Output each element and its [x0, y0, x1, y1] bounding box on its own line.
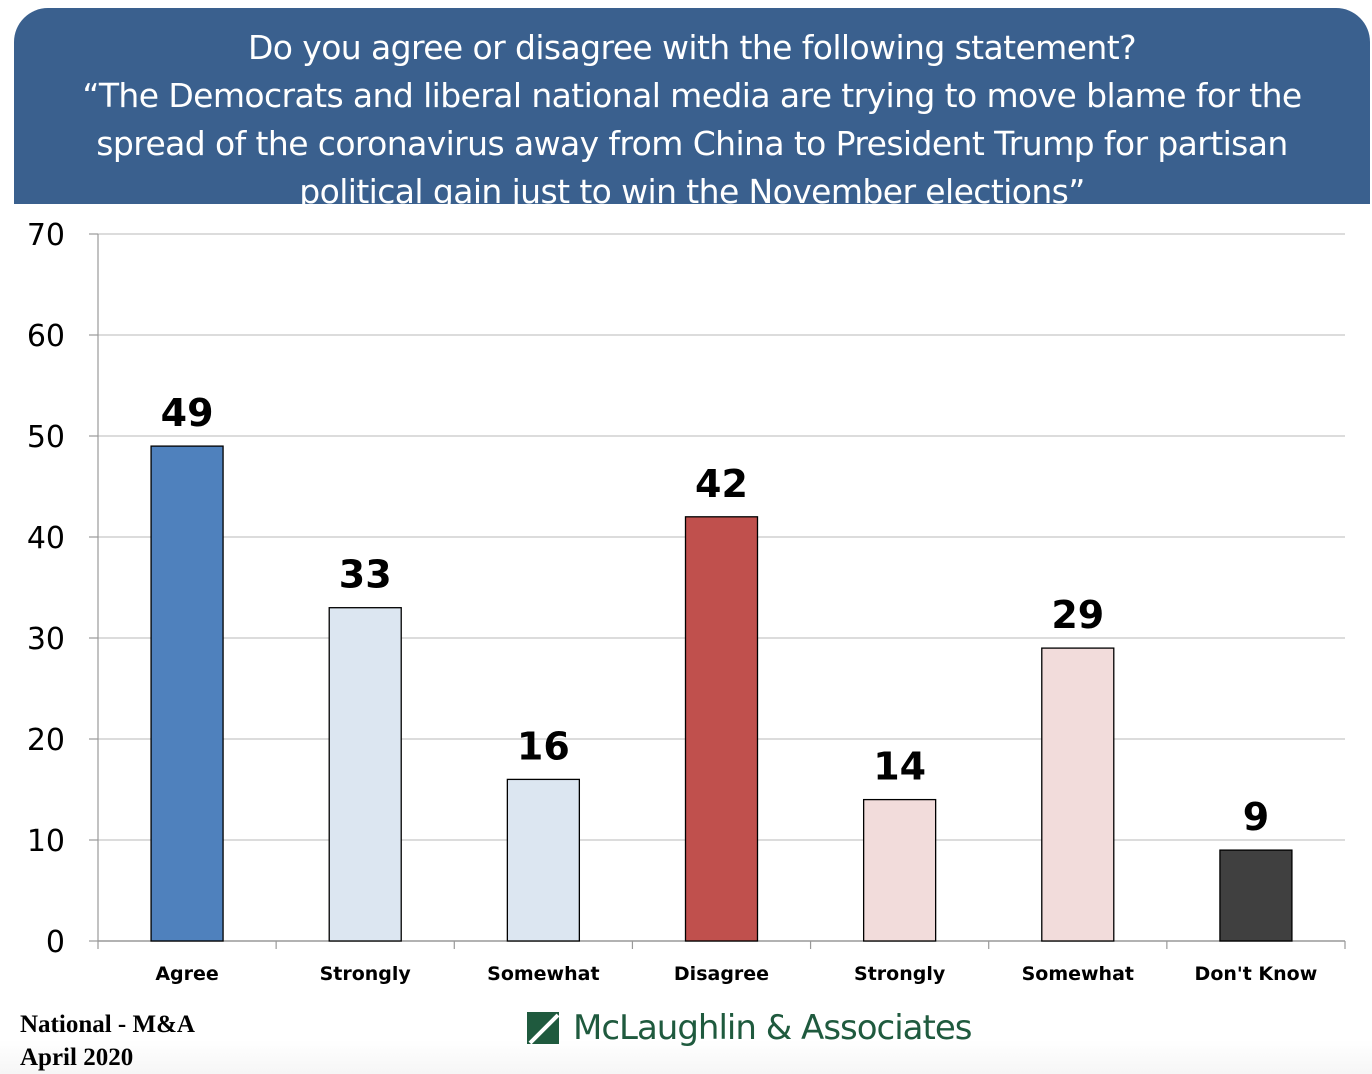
bar-1 — [150, 445, 224, 942]
x-category-label: Don't Know — [1195, 963, 1318, 985]
x-category-label: Disagree — [674, 963, 769, 985]
y-tick-label: 0 — [46, 925, 65, 960]
y-tick-label: 70 — [27, 218, 65, 253]
x-category-label: Somewhat — [487, 963, 599, 985]
title-line-3: spread of the coronavirus away from Chin… — [96, 124, 1288, 163]
bar-2 — [328, 607, 402, 942]
logo-mark-icon — [527, 1012, 559, 1044]
logo-text: McLaughlin & Associates — [573, 1008, 972, 1048]
source-note: National - M&A April 2020 — [20, 1008, 195, 1074]
bar-4 — [684, 516, 759, 942]
x-category-label: Strongly — [854, 963, 946, 985]
y-tick-label: 10 — [27, 824, 65, 859]
data-label: 9 — [1243, 795, 1269, 839]
data-label: 14 — [873, 745, 926, 789]
bar-7 — [1219, 849, 1293, 942]
y-tick-label: 50 — [27, 420, 65, 455]
title-line-1: Do you agree or disagree with the follow… — [248, 28, 1137, 67]
bar-5 — [862, 798, 937, 942]
data-label: 33 — [339, 553, 392, 597]
y-tick-label: 30 — [27, 622, 65, 657]
source-line-2: April 2020 — [20, 1044, 134, 1071]
bar-3 — [506, 778, 581, 942]
chart-title-banner: Do you agree or disagree with the follow… — [14, 8, 1370, 211]
y-tick-label: 40 — [27, 521, 65, 556]
x-category-label: Agree — [155, 963, 218, 985]
company-logo: McLaughlin & Associates — [527, 1008, 972, 1048]
y-tick-label: 20 — [27, 723, 65, 758]
y-tick-label: 60 — [27, 319, 65, 354]
data-label: 42 — [695, 462, 748, 506]
x-category-label: Strongly — [320, 963, 412, 985]
x-category-label: Somewhat — [1022, 963, 1134, 985]
title-line-4: political gain just to win the November … — [299, 172, 1085, 211]
data-label: 16 — [517, 724, 570, 768]
bar-6 — [1041, 647, 1115, 942]
footer-band — [0, 1040, 1372, 1074]
source-line-1: National - M&A — [20, 1011, 195, 1038]
title-line-2: “The Democrats and liberal national medi… — [82, 76, 1302, 115]
data-label: 49 — [161, 391, 214, 435]
data-label: 29 — [1051, 593, 1104, 637]
bar-chart: 0 10 20 30 40 50 60 70 49 Agree 33 Strongly 16 Somewh… — [27, 218, 1346, 985]
